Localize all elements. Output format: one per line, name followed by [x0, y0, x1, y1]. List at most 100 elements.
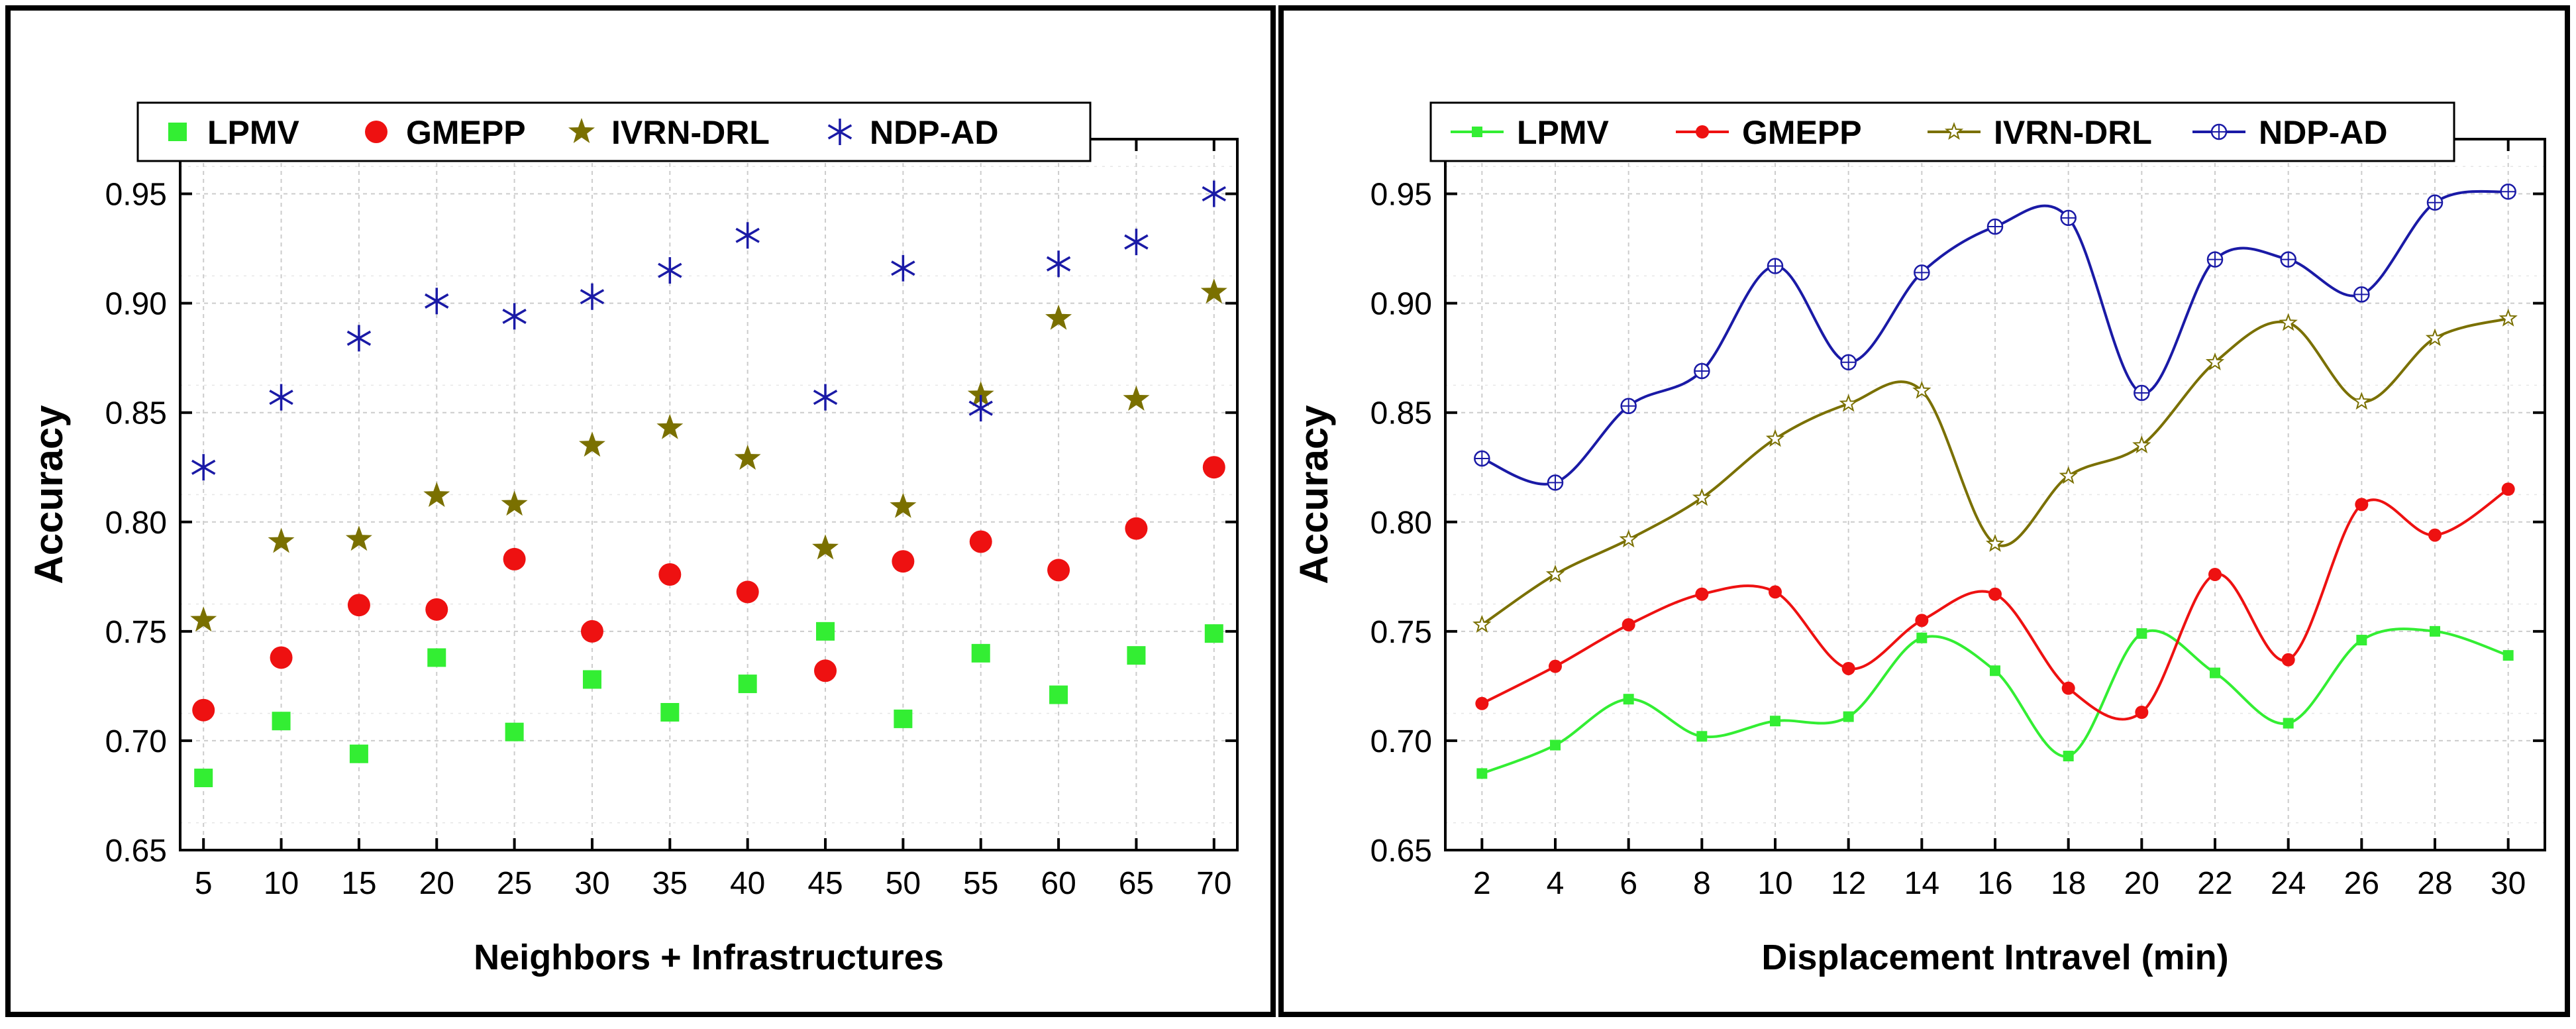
chart2-point-shape: [1549, 659, 1562, 673]
chart1-point: [1202, 456, 1225, 479]
chart1-point: [969, 530, 992, 553]
chart2-legend-marker-shape: [1472, 127, 1482, 137]
chart2-point-shape: [2356, 635, 2367, 646]
chart1-point-shape: [812, 534, 839, 560]
chart1-legend: LPMV GMEPP IVRN-DRL NDP-AD: [136, 101, 1092, 162]
chart2-point: [2426, 194, 2444, 211]
chart2-ytick-label: 0.85: [1370, 396, 1432, 431]
chart1-legend-marker-stroke: [827, 124, 852, 140]
chart2-point-shape: [2063, 751, 2074, 762]
chart1-point-shape: [1204, 624, 1223, 643]
chart1-point-shape: [736, 580, 759, 604]
chart1-point-shape: [194, 769, 213, 788]
chart2-ytick-label: 0.75: [1370, 615, 1432, 650]
chart1-point: [194, 769, 213, 788]
chart2-point-shape: [2061, 681, 2075, 695]
chart1-point-shape: [967, 381, 994, 407]
chart2-point: [1914, 264, 1930, 281]
chart1-point: [658, 563, 682, 586]
chart1-xtick-label: 50: [886, 866, 921, 901]
chart1-legend-marker-shape: [568, 118, 595, 143]
chart1-point: [1124, 229, 1149, 256]
chart1-point-shape: [190, 606, 217, 632]
chart2-point: [2425, 328, 2445, 347]
chart1-legend-item: GMEPP: [365, 114, 526, 151]
chart2-point: [2352, 392, 2371, 410]
chart2-point: [2356, 635, 2367, 646]
chart1-point-shape: [272, 712, 291, 731]
left-panel-frame: [5, 5, 1276, 1017]
chart1-point-shape: [1045, 304, 1072, 330]
chart1-point-shape: [738, 675, 757, 694]
chart2-point: [1692, 488, 1712, 506]
chart1-ytick-label: 0.90: [105, 287, 167, 322]
chart1-xtick-label: 5: [195, 866, 213, 901]
chart1-xtick-label: 45: [807, 866, 843, 901]
chart1-legend-item: IVRN-DRL: [568, 114, 770, 151]
chart2-xtick-label: 20: [2124, 866, 2159, 901]
chart1-series-ndp-ad: [191, 180, 1226, 481]
chart1-point-shape: [1049, 685, 1068, 704]
chart2: 0.650.700.750.800.850.900.952 4 6 8 10 12 14 16…: [1292, 101, 2546, 977]
chart1-point: [347, 594, 370, 617]
chart2-point-shape: [2352, 392, 2371, 410]
chart2-point: [2135, 706, 2149, 720]
chart1-point: [1200, 278, 1227, 304]
chart1-xtick-label: 40: [730, 866, 765, 901]
chart1-point: [660, 703, 680, 722]
chart1-series-lpmv: [194, 622, 1223, 788]
chart2-point: [1476, 768, 1488, 779]
chart2-ytick-label: 0.80: [1370, 506, 1432, 541]
chart2-ytick-label: 0.65: [1370, 834, 1432, 869]
chart2-point: [2132, 435, 2151, 454]
chart1-point-stroke: [1046, 256, 1071, 272]
chart1-xtick-label: 30: [574, 866, 609, 901]
chart1-point-stroke: [425, 293, 449, 309]
chart1-point-shape: [268, 527, 295, 553]
chart1-point-shape: [505, 722, 524, 741]
chart1-point: [1045, 304, 1072, 330]
chart1-point: [1049, 685, 1068, 704]
chart1-point-shape: [890, 492, 917, 518]
chart2-legend-item: NDP-AD: [2192, 114, 2387, 151]
chart1-xtick-label: 25: [497, 866, 532, 901]
chart1-point: [192, 698, 215, 722]
chart2-point: [2280, 251, 2296, 268]
chart2-point: [1623, 694, 1634, 705]
chart1-point: [349, 744, 368, 763]
chart2-point-shape: [1692, 488, 1712, 506]
chart2-xtick-label: 14: [1904, 866, 1939, 901]
chart2-point-shape: [2281, 653, 2295, 667]
chart2-point: [1550, 739, 1561, 751]
chart2-point: [2430, 625, 2440, 637]
chart2-point-shape: [2279, 313, 2298, 331]
chart2-point: [2206, 251, 2224, 268]
chart1-point-shape: [347, 594, 370, 617]
chart2-ytick-label: 0.70: [1370, 724, 1432, 759]
chart2-point-shape: [2499, 308, 2518, 327]
chart2-point-shape: [1545, 565, 1565, 583]
chart2-point: [1695, 587, 1709, 601]
chart2-xtick-label: 4: [1547, 866, 1565, 901]
chart1-point-shape: [971, 643, 990, 663]
chart2-grid: [1445, 139, 2545, 851]
chart1-legend-marker: [827, 119, 852, 145]
chart2-point: [2353, 286, 2370, 303]
chart2-point: [2283, 718, 2294, 729]
chart2-xtick-label: 2: [1473, 866, 1491, 901]
chart2-point: [2499, 308, 2518, 327]
chart1-xtick-label: 55: [963, 866, 998, 901]
chart1-legend-box: [136, 101, 1092, 162]
chart1-point: [813, 384, 838, 411]
chart1-point-shape: [734, 445, 761, 470]
chart1-point: [1047, 559, 1070, 582]
chart1-xtick-label: 10: [264, 866, 299, 901]
chart1-legend-marker: [168, 123, 187, 141]
chart1-point-shape: [345, 525, 372, 551]
chart2-legend-marker: [2210, 123, 2228, 140]
chart1-point: [968, 395, 993, 422]
chart2-point-shape: [1695, 587, 1709, 601]
chart2-point-shape: [1619, 529, 1638, 548]
chart1-point: [1125, 517, 1148, 540]
chart2-point-shape: [1550, 739, 1561, 751]
